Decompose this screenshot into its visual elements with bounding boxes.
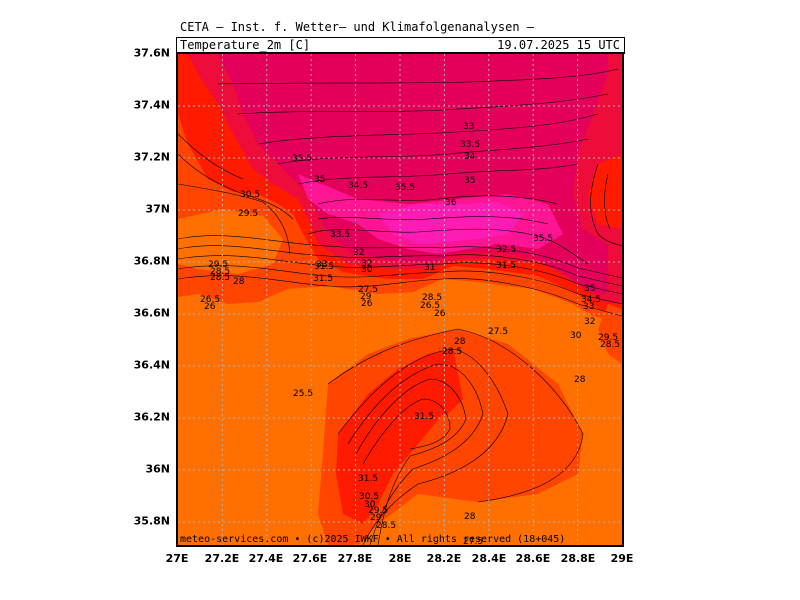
y-tick-label: 36.6N [133, 306, 170, 320]
y-tick-label: 35.8N [133, 514, 170, 528]
contour-label: 33 [583, 302, 594, 312]
y-tick-label: 37N [145, 202, 170, 216]
contour-label: 26 [361, 299, 373, 309]
contour-label: 32.5 [496, 245, 516, 255]
contour-label: 30 [570, 331, 582, 341]
contour-label: 29 [370, 513, 382, 523]
valid-datetime: 19.07.2025 15 UTC [497, 38, 620, 52]
contour-label: 28 [464, 512, 476, 522]
contour-lines [178, 68, 622, 545]
contour-label: 30.5 [240, 190, 260, 200]
contour-label: 29.5 [598, 333, 618, 343]
x-tick-label: 27.6E [292, 552, 328, 565]
contour-label: 25.5 [293, 389, 313, 399]
contour-label: 30.5 [359, 492, 379, 502]
contour-label: 34 [464, 152, 476, 162]
contour-label: 31.5 [314, 262, 334, 272]
x-tick-label: 28.4E [471, 552, 507, 565]
contour-label: 31.5 [313, 274, 333, 284]
x-tick-label: 29E [610, 552, 634, 565]
y-tick-label: 36.8N [133, 254, 170, 268]
temp-zone-red-orange-east [598, 304, 622, 364]
x-tick-label: 27.8E [337, 552, 373, 565]
contour-label: 34.5 [348, 181, 368, 191]
contour-label: 31 [424, 263, 435, 273]
y-tick-label: 37.2N [133, 150, 170, 164]
temperature-map: 33 33.5 34 35 35.5 34.5 35.5 36 35 33.5 … [176, 52, 624, 547]
contour-label: 32 [361, 259, 372, 269]
contour-label: 31.5 [414, 412, 434, 422]
x-tick-label: 28.2E [426, 552, 462, 565]
contour-label: 32 [353, 248, 364, 258]
contour-label: 26.5 [420, 301, 440, 311]
contour-label: 26 [434, 309, 446, 319]
contour-label: 33.5 [330, 230, 350, 240]
contour-label: 31.5 [358, 474, 378, 484]
x-tick-label: 28.8E [560, 552, 596, 565]
contour-label: 35 [314, 175, 325, 185]
temp-zone-pink [378, 202, 523, 244]
contour-label: 29.5 [238, 209, 258, 219]
map-grid [178, 54, 622, 545]
x-tick-label: 27.2E [204, 552, 240, 565]
contour-label: 28 [233, 277, 245, 287]
contour-label: 35.5 [533, 234, 553, 244]
x-tick-label: 27E [165, 552, 189, 565]
copyright-footer: meteo-services.com • (c)2025 IWKF • All … [180, 534, 566, 545]
contour-label: 28.5 [422, 293, 442, 303]
contour-label: 26 [204, 302, 216, 312]
contour-label: 28.5 [210, 267, 230, 277]
y-tick-label: 36.4N [133, 358, 170, 372]
x-tick-label: 28.6E [515, 552, 551, 565]
contour-label: 26.5 [200, 295, 220, 305]
contour-label: 29 [360, 292, 372, 302]
contour-label: 35 [584, 284, 595, 294]
y-tick-label: 36N [145, 462, 170, 476]
contour-label: 28.5 [600, 340, 620, 350]
x-tick-label: 27.4E [248, 552, 284, 565]
contour-label: 27.5 [488, 327, 508, 337]
contour-label: 28.5 [210, 273, 230, 283]
contour-label: 33 [316, 260, 327, 270]
contour-label: 28 [454, 337, 466, 347]
contour-label: 33.5 [460, 140, 480, 150]
contour-label: 35.5 [292, 154, 312, 164]
contour-label: 28.5 [376, 521, 396, 531]
contour-label: 35 [464, 176, 475, 186]
contour-labels: 33 33.5 34 35 35.5 34.5 35.5 36 35 33.5 … [200, 122, 620, 545]
contour-label: 34.5 [581, 295, 601, 305]
contour-label: 27.5 [358, 285, 378, 295]
y-tick-label: 37.6N [133, 46, 170, 60]
contour-label: 32 [584, 317, 595, 327]
contour-label: 28 [574, 375, 586, 385]
x-tick-label: 28E [388, 552, 412, 565]
contour-label: 28.5 [442, 347, 462, 357]
contour-label: 35.5 [395, 183, 415, 193]
y-tick-label: 37.4N [133, 98, 170, 112]
field-title: Temperature_2m [C] [180, 38, 311, 52]
contour-label: 27.5 [463, 537, 483, 545]
contour-label: 36 [445, 198, 457, 208]
map-svg: 33 33.5 34 35 35.5 34.5 35.5 36 35 33.5 … [178, 54, 622, 545]
contour-label: 30 [361, 265, 373, 275]
contour-label: 29.5 [208, 260, 228, 270]
header-institute: CETA – Inst. f. Wetter– und Klimafolgena… [180, 20, 535, 34]
contour-label: 33 [463, 122, 474, 132]
contour-label: 29.5 [368, 506, 388, 516]
contour-label: 31.5 [496, 261, 516, 271]
y-tick-label: 36.2N [133, 410, 170, 424]
contour-label: 30 [364, 500, 376, 510]
